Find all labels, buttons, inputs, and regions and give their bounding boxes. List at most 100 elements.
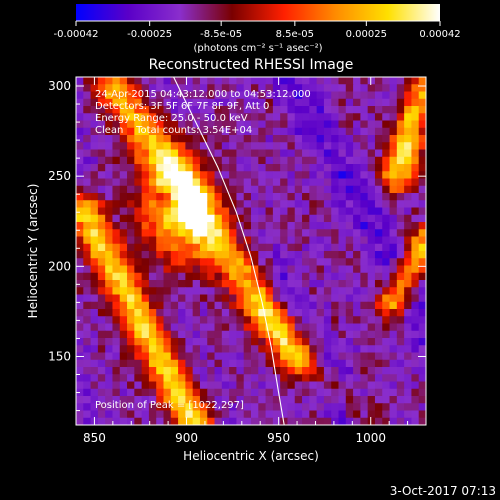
heatmap-cell [192,258,201,267]
heatmap-cell [272,243,281,252]
heatmap-cell [185,388,194,397]
heatmap-cell [389,91,398,100]
heatmap-cell [382,381,391,390]
heatmap-cell [287,330,296,339]
heatmap-cell [83,410,92,419]
heatmap-cell [83,77,92,85]
heatmap-cell [199,352,208,361]
heatmap-cell [119,106,128,114]
heatmap-cell [404,207,413,216]
heatmap-cell [345,113,354,122]
heatmap-cell [374,142,383,151]
heatmap-cell [90,301,99,310]
heatmap-cell [367,113,376,122]
heatmap-cell [280,374,289,383]
heatmap-cell [83,265,92,274]
heatmap-cell [178,301,186,310]
heatmap-cell [280,258,289,267]
heatmap-cell [192,171,201,180]
heatmap-cell [221,229,230,238]
heatmap-cell [192,359,201,368]
heatmap-cell [207,200,216,209]
heatmap-cell [192,156,201,165]
heatmap-cell [251,359,259,368]
heatmap-cell [338,330,347,339]
heatmap-cell [367,236,376,245]
heatmap-cell [323,359,332,368]
heatmap-cell [185,84,194,93]
heatmap-cell [119,84,128,93]
heatmap-cell [134,258,143,267]
heatmap-cell [374,258,383,267]
heatmap-cell [374,251,383,259]
heatmap-cell [178,142,186,151]
heatmap-cell [243,113,252,122]
heatmap-cell [360,374,369,383]
heatmap-cell [141,193,150,201]
heatmap-cell [83,316,92,325]
heatmap-cell [170,149,179,158]
heatmap-cell [156,200,165,209]
heatmap-cell [331,359,340,368]
heatmap-cell [192,164,201,172]
heatmap-cell [163,374,172,383]
heatmap-cell [258,316,267,325]
heatmap-cell [272,410,281,419]
heatmap-cell [148,127,157,136]
heatmap-cell [229,323,238,332]
heatmap-cell [367,272,376,281]
heatmap-cell [418,135,426,143]
heatmap-cell [170,106,179,114]
heatmap-cell [134,345,143,354]
heatmap-cell [214,309,223,317]
heatmap-cell [323,214,332,223]
heatmap-cell [294,396,303,404]
footer-date: 3-Oct-2017 07:13 [390,484,496,498]
heatmap-cell [178,265,186,274]
heatmap-cell [309,272,318,281]
heatmap-cell [338,127,347,136]
heatmap-cell [76,222,84,230]
heatmap-cell [302,142,310,151]
heatmap-cell [112,330,121,339]
heatmap-cell [76,229,84,238]
heatmap-cell [251,185,259,194]
heatmap-cell [382,84,391,93]
heatmap-cell [389,164,398,172]
heatmap-cell [236,113,245,122]
heatmap-cell [294,410,303,419]
heatmap-cell [396,265,405,274]
heatmap-cell [156,388,165,397]
heatmap-cell [287,251,296,259]
heatmap-cell [192,149,201,158]
heatmap-cell [258,287,267,296]
heatmap-cell [382,301,391,310]
heatmap-cell [360,388,369,397]
heatmap-cell [280,120,289,129]
heatmap-cell [163,84,172,93]
heatmap-cell [192,280,201,288]
heatmap-cell [404,272,413,281]
heatmap-cell [382,330,391,339]
heatmap-cell [229,106,238,114]
heatmap-cell [119,265,128,274]
heatmap-cell [119,164,128,172]
heatmap-cell [199,171,208,180]
heatmap-cell [389,149,398,158]
heatmap-cell [229,207,238,216]
heatmap-cell [156,417,165,425]
heatmap-cell [374,287,383,296]
heatmap-cell [105,193,114,201]
heatmap-cell [192,417,201,425]
heatmap-cell [214,222,223,230]
heatmap-cell [294,359,303,368]
heatmap-cell [243,98,252,107]
x-tick-label: 1000 [355,431,386,445]
heatmap-cell [134,359,143,368]
heatmap-cell [112,287,121,296]
heatmap-cell [404,229,413,238]
heatmap-cell [170,301,179,310]
heatmap-cell [134,222,143,230]
heatmap-cell [156,222,165,230]
heatmap-cell [258,374,267,383]
